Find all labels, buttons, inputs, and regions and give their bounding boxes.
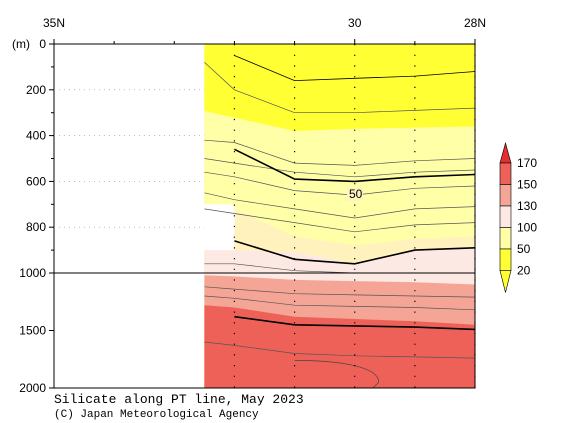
y-tick-label: 600	[26, 174, 46, 188]
band-150-170	[204, 305, 475, 388]
y-tick-label: 1000	[19, 266, 46, 280]
contour-thin-2	[204, 158, 475, 178]
colorbar-top-arrow	[499, 141, 512, 164]
chart-title: Silicate along PT line, May 2023	[54, 392, 304, 407]
contour-bold-3	[234, 315, 475, 331]
contour-bold-1	[234, 148, 475, 183]
colorbar-label: 130	[517, 199, 537, 213]
contour-lines	[204, 55, 475, 388]
colorbar-label: 50	[517, 242, 531, 256]
colorbar-label: 150	[517, 178, 537, 192]
plot-frame	[53, 43, 476, 389]
contour-bold-2	[234, 240, 475, 265]
contour-label-backdrop	[347, 188, 363, 201]
colorbar-bottom-arrow	[499, 270, 512, 293]
colorbar-swatch	[499, 227, 512, 250]
colorbar-label: 20	[517, 264, 531, 278]
contour-bold-0	[234, 55, 475, 82]
x-axis: 35N 30 28N	[43, 16, 486, 44]
contour-thin-1	[204, 139, 475, 166]
contour-thin-4	[204, 192, 475, 219]
contour-thin-9	[204, 341, 475, 359]
colorbar: 170 150 130 100 50 20	[499, 141, 537, 293]
x-tick-label: 35N	[43, 16, 65, 30]
contour-thin-8	[204, 295, 475, 311]
no-data-gap	[203, 204, 235, 251]
contour-thin-7	[204, 286, 475, 298]
y-tick-label: 1500	[19, 324, 46, 338]
y-tick-label: 400	[26, 129, 46, 143]
contour-thin-3	[204, 171, 475, 196]
x-tick-label: 30	[348, 16, 362, 30]
contour-thin-0	[204, 62, 475, 114]
y-tick-label: 800	[26, 220, 46, 234]
colorbar-swatch	[499, 205, 512, 228]
contour-deep	[294, 360, 380, 388]
colorbar-swatch	[499, 162, 512, 185]
y-tick-label: 2000	[19, 381, 46, 395]
contour-thin-5	[204, 208, 475, 233]
colorbar-label: 100	[517, 221, 537, 235]
y-tick-label: 200	[26, 83, 46, 97]
credit-text: (C) Japan Meteorological Agency	[54, 409, 259, 421]
contour-value-label: 50	[349, 187, 363, 201]
colorbar-swatch	[499, 248, 512, 271]
colorbar-swatch	[499, 184, 512, 207]
y-tick-label: 0	[39, 37, 46, 51]
colorbar-label: 170	[517, 156, 537, 170]
x-tick-label: 28N	[464, 16, 486, 30]
y-unit-label: (m)	[12, 37, 30, 51]
y-axis: 0 200 400 600 800 1000 1500 2000	[19, 37, 205, 395]
